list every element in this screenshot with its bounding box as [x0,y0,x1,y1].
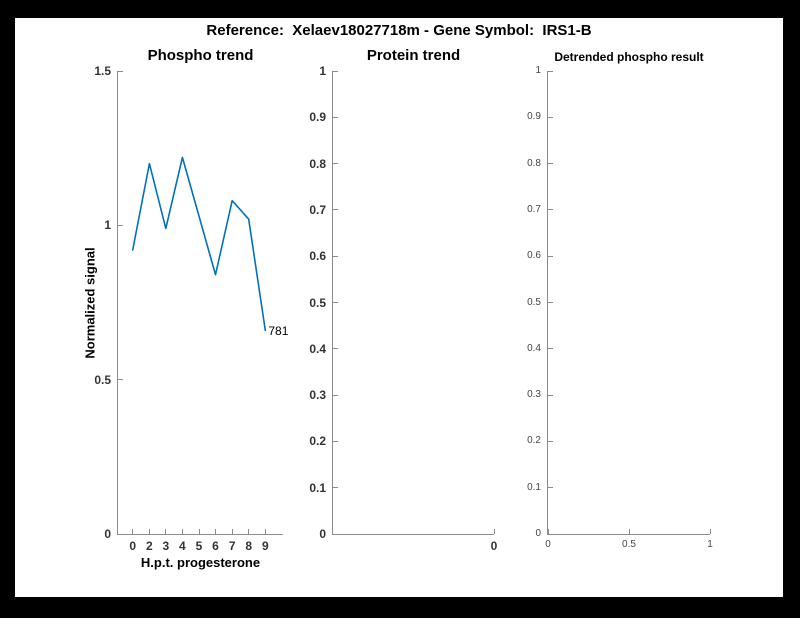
phospho-trend-title: Phospho trend [147,47,254,64]
x-tick-mark [628,529,630,534]
y-tick-label: 0.4 [309,341,326,356]
y-tick-label: 0.8 [309,156,326,171]
x-tick-mark [493,529,495,534]
endpoint-annotation: 781 [268,324,289,339]
y-tick-mark [333,348,338,350]
detrended-phospho-axes: Detrended phospho result 0 0.1 0.2 0.3 0.4 0.… [527,50,713,550]
y-tick-label: 0.2 [527,435,541,447]
y-tick-mark [548,394,553,396]
y-tick-label: 0.6 [527,250,541,262]
y-tick-label: 0 [104,527,111,541]
x-tick-mark [148,529,150,534]
y-tick-label: 1 [535,65,541,76]
y-tick-label: 0.9 [527,111,541,123]
x-tick-label: 4 [179,539,186,553]
x-tick-label: 8 [245,539,253,553]
y-tick-mark [333,70,338,72]
y-tick-label: 0.1 [527,481,541,493]
y-tick-mark [548,255,553,257]
y-tick-label: 0.2 [309,434,326,449]
y-tick-label: 1.5 [94,64,111,78]
y-tick-label: 0.9 [309,110,326,125]
x-tick-label: 9 [262,539,269,553]
x-tick-label: 7 [228,539,236,553]
y-tick-label: 0 [319,527,326,541]
x-tick-label: 0 [129,539,137,553]
y-tick-label: 0.5 [94,372,111,387]
x-tick-label: 2 [146,539,153,553]
x-tick-mark [248,529,250,534]
y-tick-mark [548,487,553,489]
x-tick-mark [231,529,233,534]
y-tick-mark [548,209,553,211]
protein-trend-axes: Protein trend 0 0.1 0.2 0.3 0.4 0.5 0.6 0.7 0.8 0… [309,47,497,552]
y-tick-mark [333,440,338,442]
x-tick-mark [181,529,183,534]
y-tick-mark [548,116,553,118]
x-tick-mark [198,529,200,534]
y-tick-label: 1 [104,218,111,233]
protein-trend-title: Protein trend [366,47,461,64]
y-tick-label: 0.8 [527,157,541,169]
y-tick-label: 0.7 [527,203,541,215]
y-tick-mark [548,163,553,165]
x-tick-label: 1 [707,539,713,550]
y-tick-mark [548,440,553,442]
figure-canvas: Reference: Xelaev18027718m - Gene Symbol… [15,18,783,597]
y-tick-label: 0.7 [309,202,326,217]
figure-title: Reference: Xelaev18027718m - Gene Symbol… [206,22,592,39]
x-tick-label: 6 [212,539,219,553]
y-tick-mark [333,116,338,118]
y-tick-label: 0.3 [309,388,326,403]
y-tick-mark [548,533,553,535]
x-tick-label: 0 [490,539,498,553]
x-tick-label: 0 [545,539,551,550]
x-tick-mark [547,529,549,534]
y-tick-mark [118,224,123,226]
y-tick-label: 0.1 [309,480,326,495]
y-tick-mark [333,533,338,535]
x-tick-mark [132,529,134,534]
y-tick-mark [118,70,123,72]
y-tick-mark [333,255,338,257]
phospho-trend-axes: Phospho trend H.p.t. progesterone Normal… [83,47,289,570]
y-tick-mark [118,379,123,381]
y-tick-mark [333,487,338,489]
y-tick-mark [548,70,553,72]
y-tick-mark [548,302,553,303]
y-tick-mark [333,209,338,211]
y-tick-label: 0.3 [527,389,541,401]
x-tick-label: 3 [162,539,170,553]
x-tick-mark [165,529,167,534]
phospho-y-axis-label: Normalized signal [82,246,98,359]
detrended-phospho-title: Detrended phospho result [554,50,704,64]
x-tick-label: 5 [195,539,203,553]
y-tick-label: 0.6 [309,249,326,264]
phospho-signal-line [131,156,267,332]
phospho-x-axis-label: H.p.t. progesterone [140,555,261,570]
series-plot [131,156,267,332]
y-tick-mark [548,348,553,350]
y-tick-label: 0.4 [527,342,541,354]
x-tick-mark [215,529,216,534]
x-tick-mark [709,529,711,534]
x-tick-mark [264,529,266,534]
y-tick-label: 0.5 [527,296,541,308]
y-tick-mark [333,394,338,396]
y-tick-mark [333,302,338,303]
y-tick-label: 1 [319,64,326,78]
y-tick-mark [333,163,338,165]
y-tick-label: 0.5 [309,295,326,310]
x-tick-label: 0.5 [622,539,636,550]
y-tick-label: 0 [535,528,541,539]
y-tick-mark [118,533,123,535]
